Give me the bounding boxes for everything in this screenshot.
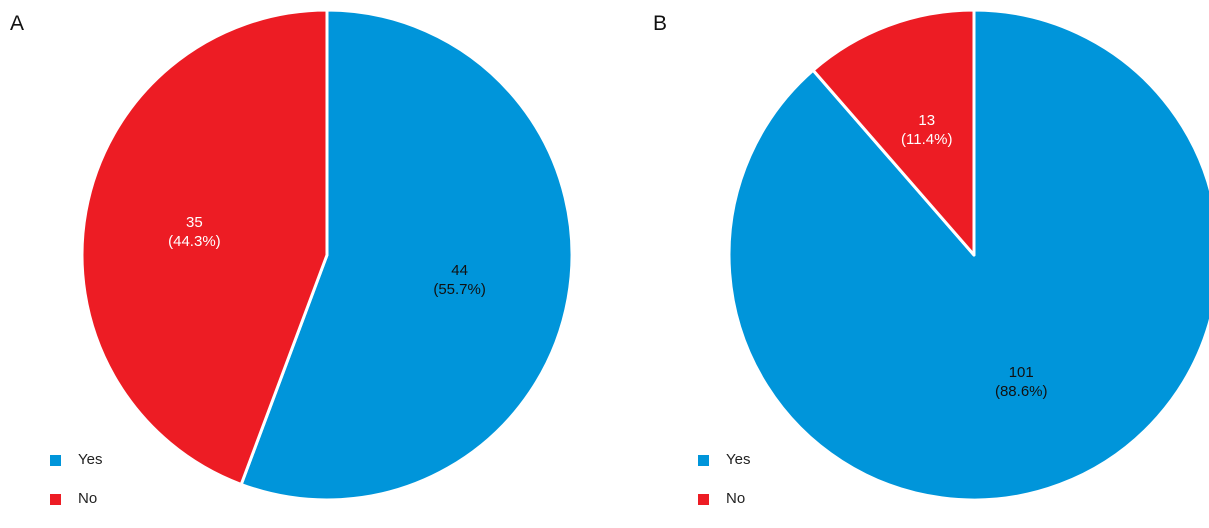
pie-slice-no [80,8,329,486]
legend-label-yes: Yes [726,451,751,468]
slice-percent-label-yes: (88.6%) [995,383,1048,400]
pie-slice-no [811,8,976,257]
slice-percent-label-no: (11.4%) [901,131,952,148]
legend-swatch-no [50,494,61,505]
pie-chart-panel-b: B 101 (88.6%) 13 (11.4%) Yes No [646,0,1209,507]
panel-label-b: B [653,12,668,35]
pie-slice-yes [239,8,574,502]
slice-value-label-yes: 101 [1009,364,1034,381]
legend-swatch-no [698,494,709,505]
pie-chart-b: 101 (88.6%) 13 (11.4%) [727,8,1209,502]
legend-swatch-yes [50,455,61,466]
legend-label-no: No [78,490,98,507]
slice-percent-label-no: (44.3%) [168,233,221,250]
slice-value-label-yes: 44 [451,262,468,279]
pie-slice-yes [727,8,1209,502]
pie-chart-panel-a: A 44 (55.7%) 35 (44.3%) Yes No [0,0,604,507]
legend-label-yes: Yes [78,451,103,468]
slice-value-label-no: 35 [186,214,203,231]
slice-value-label-no: 13 [918,112,935,129]
legend-label-no: No [726,490,746,507]
pie-chart-a: 44 (55.7%) 35 (44.3%) [80,8,574,502]
slice-percent-label-yes: (55.7%) [433,281,486,298]
legend-swatch-yes [698,455,709,466]
panel-label-a: A [10,12,25,35]
